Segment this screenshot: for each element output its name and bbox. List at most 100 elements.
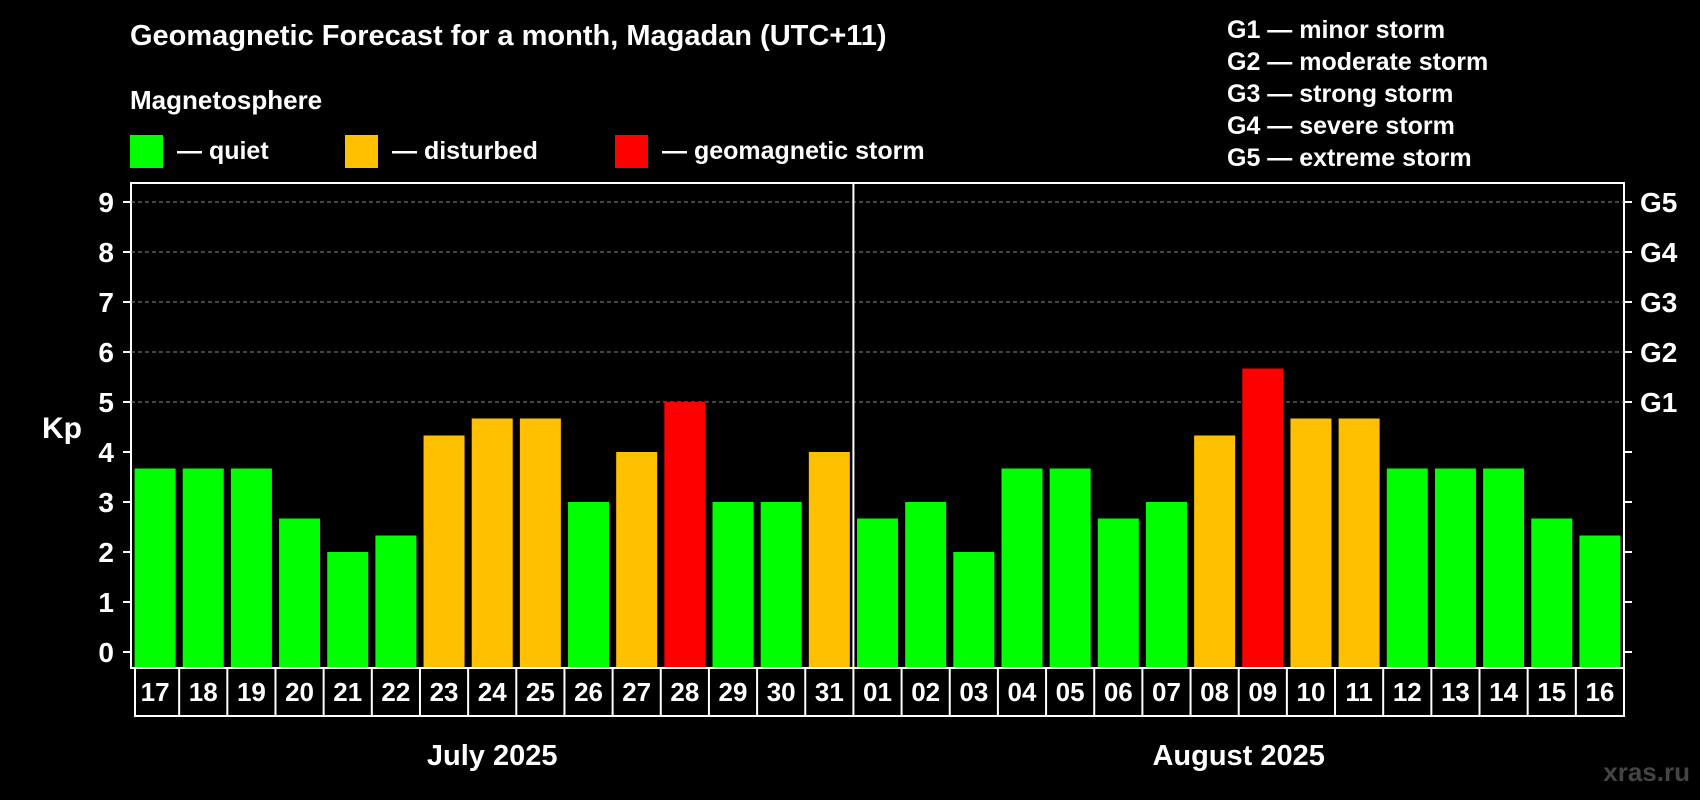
bar-30 [760, 502, 802, 668]
bar-18 [182, 468, 224, 668]
day-label-19: 19 [237, 677, 266, 707]
day-label-24: 24 [478, 677, 507, 707]
bar-17 [134, 468, 176, 668]
g-scale-legend: G1 — minor storm G2 — moderate storm G3 … [1227, 14, 1488, 174]
day-label-31: 31 [815, 677, 844, 707]
bar-05 [1049, 468, 1091, 668]
day-label-22: 22 [381, 677, 410, 707]
day-label-03: 03 [959, 677, 988, 707]
bar-25 [519, 418, 561, 668]
day-label-12: 12 [1393, 677, 1422, 707]
day-label-20: 20 [285, 677, 314, 707]
bar-07 [1145, 502, 1187, 668]
y-tick-label: 7 [98, 287, 114, 318]
y-tick-label: 0 [98, 637, 114, 668]
g-scale-g4: G4 — severe storm [1227, 112, 1455, 140]
day-label-16: 16 [1585, 677, 1614, 707]
day-label-frame [134, 667, 1625, 717]
day-label-14: 14 [1489, 677, 1518, 707]
bar-10 [1290, 418, 1332, 668]
day-label-02: 02 [911, 677, 940, 707]
y-tick-label: 8 [98, 237, 114, 268]
y-tick-label: 1 [98, 587, 114, 618]
y-tick-label: 6 [98, 337, 114, 368]
legend-label-disturbed: — disturbed [392, 136, 538, 165]
bar-12 [1386, 468, 1428, 668]
g-scale-g5: G5 — extreme storm [1227, 144, 1472, 172]
day-label-06: 06 [1104, 677, 1133, 707]
bar-21 [327, 552, 369, 668]
day-label-13: 13 [1441, 677, 1470, 707]
bar-13 [1434, 468, 1476, 668]
day-label-09: 09 [1248, 677, 1277, 707]
bar-01 [857, 518, 898, 668]
day-label-21: 21 [333, 677, 362, 707]
legend-item-disturbed: — disturbed [345, 134, 538, 168]
bar-23 [423, 435, 465, 668]
y-tick-label: 4 [98, 437, 114, 468]
day-label-15: 15 [1537, 677, 1566, 707]
bar-29 [712, 502, 754, 668]
legend-label-quiet: — quiet [177, 136, 269, 165]
bar-15 [1531, 518, 1573, 668]
bar-14 [1483, 468, 1525, 668]
bar-28 [664, 402, 706, 668]
day-label-01: 01 [863, 677, 892, 707]
g-axis-label: G4 [1640, 237, 1678, 268]
day-label-30: 30 [767, 677, 796, 707]
day-label-10: 10 [1296, 677, 1325, 707]
bar-22 [375, 535, 417, 668]
watermark: xras.ru [1603, 757, 1690, 787]
day-label-11: 11 [1345, 677, 1373, 707]
g-scale-g3: G3 — strong storm [1227, 80, 1454, 108]
legend-swatch-storm [615, 134, 648, 168]
y-tick-label: 2 [98, 537, 114, 568]
bar-11 [1338, 418, 1380, 668]
day-label-28: 28 [670, 677, 699, 707]
g-axis-label: G5 [1640, 187, 1677, 218]
g-axis-label: G3 [1640, 287, 1677, 318]
bar-27 [616, 452, 658, 668]
bar-09 [1242, 368, 1284, 668]
bar-20 [279, 518, 321, 668]
y-tick-label: 5 [98, 387, 114, 418]
g-axis-label: G2 [1640, 337, 1677, 368]
day-label-27: 27 [622, 677, 651, 707]
y-axis-label: Kp [42, 412, 82, 445]
day-label-05: 05 [1056, 677, 1085, 707]
chart-title: Geomagnetic Forecast for a month, Magada… [130, 20, 887, 52]
g-scale-g2: G2 — moderate storm [1227, 48, 1489, 76]
legend-item-quiet: — quiet [130, 134, 269, 168]
y-tick-label: 9 [98, 187, 114, 218]
bar-19 [230, 468, 272, 668]
day-label-17: 17 [141, 677, 170, 707]
day-label-18: 18 [189, 677, 218, 707]
legend-label-storm: — geomagnetic storm [662, 136, 925, 165]
legend-swatch-disturbed [345, 134, 378, 168]
day-label-25: 25 [526, 677, 555, 707]
bar-03 [953, 552, 995, 668]
legend-item-storm: — geomagnetic storm [615, 134, 925, 168]
day-label-07: 07 [1152, 677, 1181, 707]
bar-24 [471, 418, 513, 668]
day-label-29: 29 [719, 677, 748, 707]
bar-31 [808, 452, 850, 668]
month-label: August 2025 [1152, 740, 1324, 772]
bar-04 [1001, 468, 1043, 668]
magnetosphere-label: Magnetosphere [130, 85, 323, 115]
bar-02 [905, 502, 947, 668]
bar-08 [1194, 435, 1236, 668]
day-label-08: 08 [1200, 677, 1229, 707]
g-scale-g1: G1 — minor storm [1227, 16, 1446, 44]
bar-06 [1097, 518, 1139, 668]
y-tick-label: 3 [98, 487, 114, 518]
month-label: July 2025 [427, 740, 558, 772]
day-label-23: 23 [430, 677, 459, 707]
g-axis-label: G1 [1640, 387, 1677, 418]
bar-26 [568, 502, 610, 668]
bar-16 [1579, 535, 1621, 668]
legend-swatch-quiet [130, 134, 163, 168]
day-label-04: 04 [1008, 677, 1037, 707]
day-label-26: 26 [574, 677, 603, 707]
